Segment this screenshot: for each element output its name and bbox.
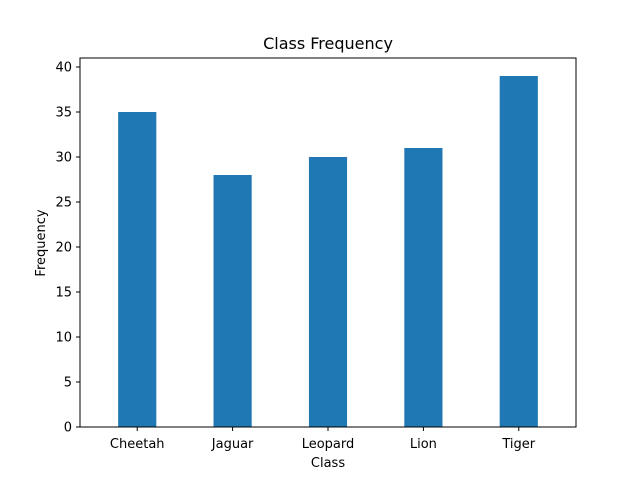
y-tick-label: 30 <box>55 151 72 166</box>
x-axis-label: Class <box>311 456 345 471</box>
bar-lion <box>404 148 443 427</box>
bar-leopard <box>308 157 348 427</box>
y-tick-label: 10 <box>55 331 72 346</box>
bars-layer <box>118 76 538 427</box>
y-tick-label: 20 <box>55 241 72 256</box>
bar-tiger <box>499 76 538 427</box>
x-tick-label: Tiger <box>501 437 535 452</box>
y-axis-label: Frequency <box>34 209 49 276</box>
y-tick-label: 40 <box>55 61 72 76</box>
chart-title: Class Frequency <box>263 34 393 53</box>
bar-cheetah <box>118 112 157 427</box>
x-tick-label: Cheetah <box>110 437 165 452</box>
y-tick-label: 15 <box>55 286 72 301</box>
y-tick-label: 5 <box>64 376 72 391</box>
x-tick-label: Lion <box>410 437 437 452</box>
plot-frame <box>79 57 577 428</box>
y-tick-label: 0 <box>64 421 72 436</box>
x-tick-label: Leopard <box>302 437 355 452</box>
y-axis-ticks: 0 5 10 15 20 25 30 35 40 <box>55 61 80 436</box>
y-tick-label: 35 <box>55 106 72 121</box>
x-tick-label: Jaguar <box>211 437 254 452</box>
bar-jaguar <box>213 175 252 427</box>
x-axis-ticks: Cheetah Jaguar Leopard Lion Tiger <box>110 427 536 452</box>
y-tick-label: 25 <box>55 196 72 211</box>
